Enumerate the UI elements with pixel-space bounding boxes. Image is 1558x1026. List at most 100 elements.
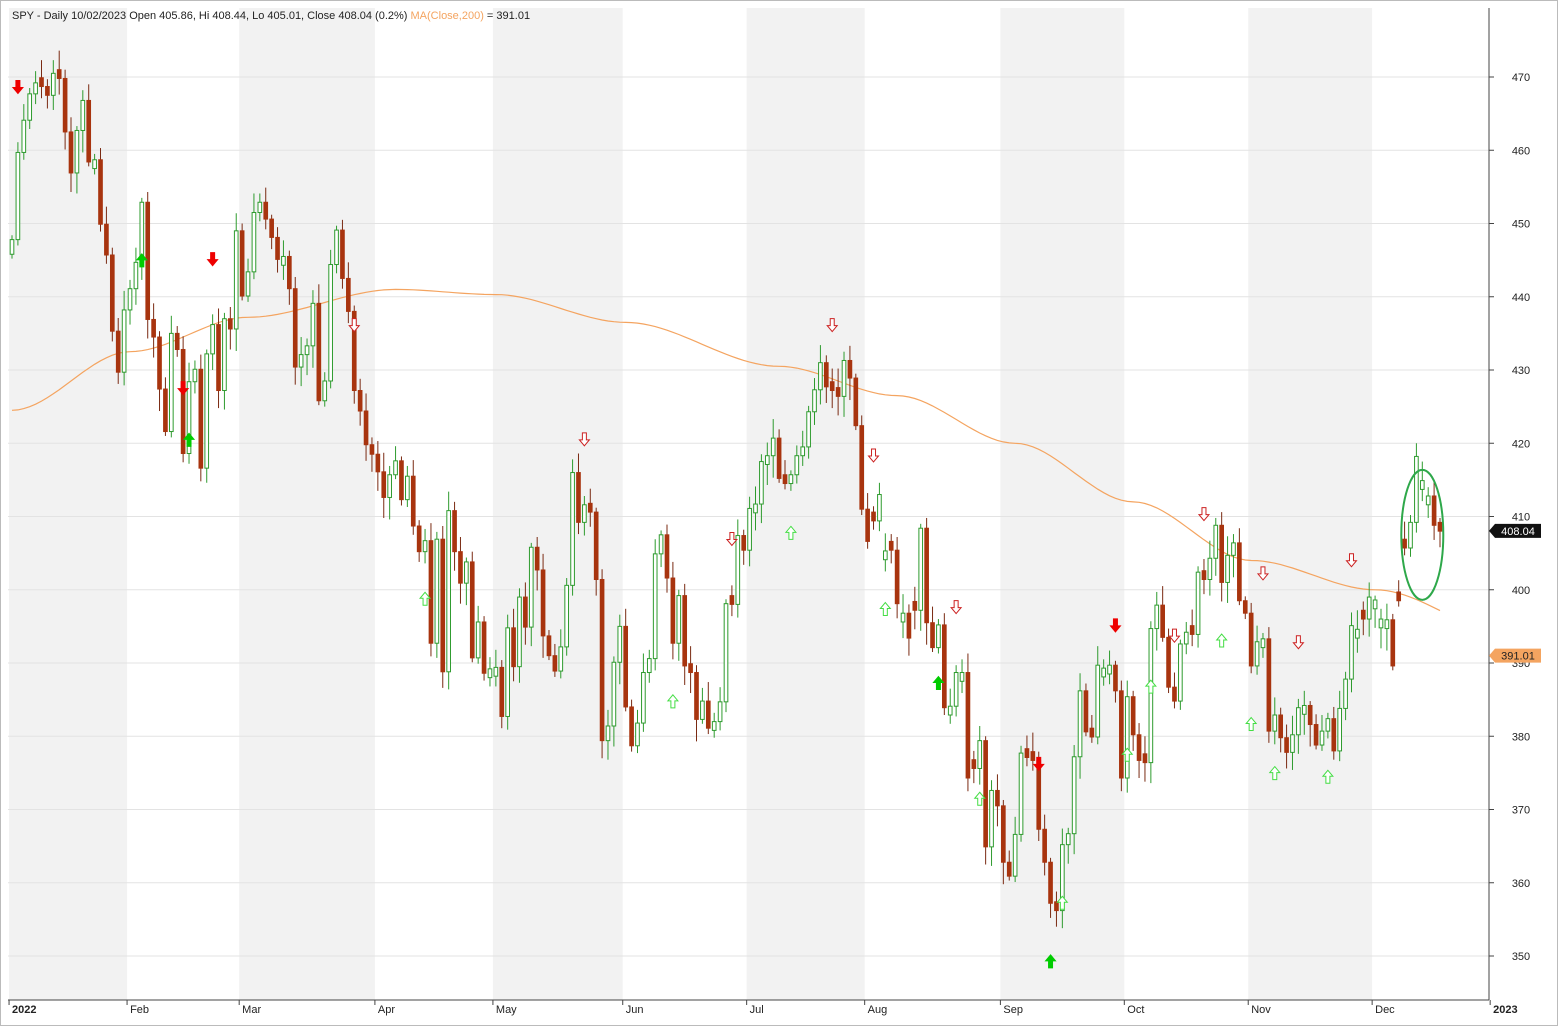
ma-200-line <box>11 288 1441 612</box>
candle-body <box>1307 704 1313 726</box>
candle-body <box>865 508 870 542</box>
candle-body <box>676 595 682 644</box>
candle-body <box>877 494 882 522</box>
buy-signal-arrow <box>135 253 148 268</box>
candle-body <box>1124 696 1130 779</box>
candle-body <box>239 230 245 297</box>
candle-body <box>1219 524 1224 583</box>
candle-body <box>1242 600 1248 614</box>
candle-body <box>86 99 92 163</box>
candle-body <box>882 550 888 561</box>
sell-signal-arrow <box>1197 507 1211 522</box>
candle-body <box>540 569 546 637</box>
candle-body <box>133 261 139 290</box>
candle-body <box>452 510 457 553</box>
symbol-info: SPY - Daily 10/02/2023 Open 405.86, Hi 4… <box>12 10 408 22</box>
candle-body <box>794 455 800 476</box>
sell-signal-arrow <box>206 252 219 267</box>
x-tick-label: Jun <box>626 1004 644 1016</box>
candle-body <box>995 789 1000 807</box>
candle-body <box>1254 641 1260 667</box>
candle-body <box>505 627 510 717</box>
candle-body <box>292 288 298 368</box>
candle-body <box>1337 707 1343 752</box>
buy-signal-arrow <box>973 791 986 806</box>
candle-body <box>1372 599 1378 610</box>
sell-signal-arrow <box>867 448 880 463</box>
candle-body <box>983 740 988 848</box>
sell-signal-arrow <box>578 432 591 447</box>
candle-body <box>700 700 705 720</box>
candle-body <box>33 82 38 95</box>
candle-body <box>517 596 522 668</box>
candlesticks <box>9 50 1443 929</box>
candle-body <box>74 129 80 174</box>
sell-signal-arrow <box>177 381 190 396</box>
candle-body <box>269 218 274 238</box>
candle-body <box>98 159 103 225</box>
candle-body <box>410 475 416 527</box>
buy-signal-arrow <box>1245 716 1258 732</box>
candle-body <box>198 368 204 469</box>
candle-body <box>1325 718 1331 732</box>
candle-body <box>1437 521 1443 532</box>
candle-body <box>534 546 540 571</box>
last-price-label-text: 408.04 <box>1501 526 1535 538</box>
candle-body <box>68 131 74 174</box>
candle-body <box>440 538 446 673</box>
last-price-label-bg <box>1489 523 1541 538</box>
month-band <box>1248 8 1373 1000</box>
candle-body <box>1207 557 1213 580</box>
candle-body <box>587 502 593 513</box>
candle-body <box>646 658 652 674</box>
candle-body <box>682 595 688 667</box>
candle-body <box>617 625 623 663</box>
candle-body <box>62 77 68 133</box>
candle-body <box>1213 524 1219 559</box>
candle-body <box>298 354 304 368</box>
candle-body <box>405 475 410 501</box>
candle-body <box>570 472 575 586</box>
buy-signal-arrow <box>784 525 797 540</box>
candle-body <box>45 86 50 96</box>
moving-average-line <box>11 288 1441 612</box>
candle-body <box>1148 628 1154 764</box>
candle-body <box>310 302 316 347</box>
candle-body <box>1195 571 1201 635</box>
candle-body <box>157 336 162 390</box>
y-tick-label: 420 <box>1512 438 1530 450</box>
candle-body <box>1313 724 1319 746</box>
sell-signal-arrow <box>1256 566 1270 581</box>
candle-body <box>593 511 599 580</box>
candle-body <box>942 624 947 709</box>
candle-body <box>204 353 210 469</box>
candle-body <box>304 345 310 356</box>
candle-body <box>977 740 983 769</box>
x-tick-label: Mar <box>242 1004 261 1016</box>
candle-body <box>481 621 487 674</box>
candle-body <box>924 527 929 624</box>
candle-body <box>357 390 363 412</box>
candle-body <box>1266 638 1272 732</box>
candle-body <box>900 612 906 623</box>
candle-body <box>1290 734 1295 753</box>
candle-body <box>1355 628 1360 639</box>
candle-body <box>930 622 935 649</box>
candle-body <box>1237 542 1242 602</box>
candle-body <box>1030 751 1036 761</box>
y-tick-label: 430 <box>1512 365 1530 377</box>
candle-body <box>959 672 965 682</box>
candle-body <box>1024 748 1030 758</box>
chart-header: SPY - Daily 10/02/2023 Open 405.86, Hi 4… <box>12 10 530 22</box>
candle-body <box>245 271 251 297</box>
candle-body <box>186 381 192 455</box>
candle-body <box>393 460 398 476</box>
candle-body <box>27 93 33 121</box>
ma-label: MA(Close,200) <box>410 10 484 22</box>
buy-signal-arrow <box>1321 769 1334 784</box>
candle-body <box>493 666 499 677</box>
candle-body <box>1378 618 1384 629</box>
ma-price-label-bg <box>1489 648 1541 663</box>
candle-body <box>340 229 345 279</box>
